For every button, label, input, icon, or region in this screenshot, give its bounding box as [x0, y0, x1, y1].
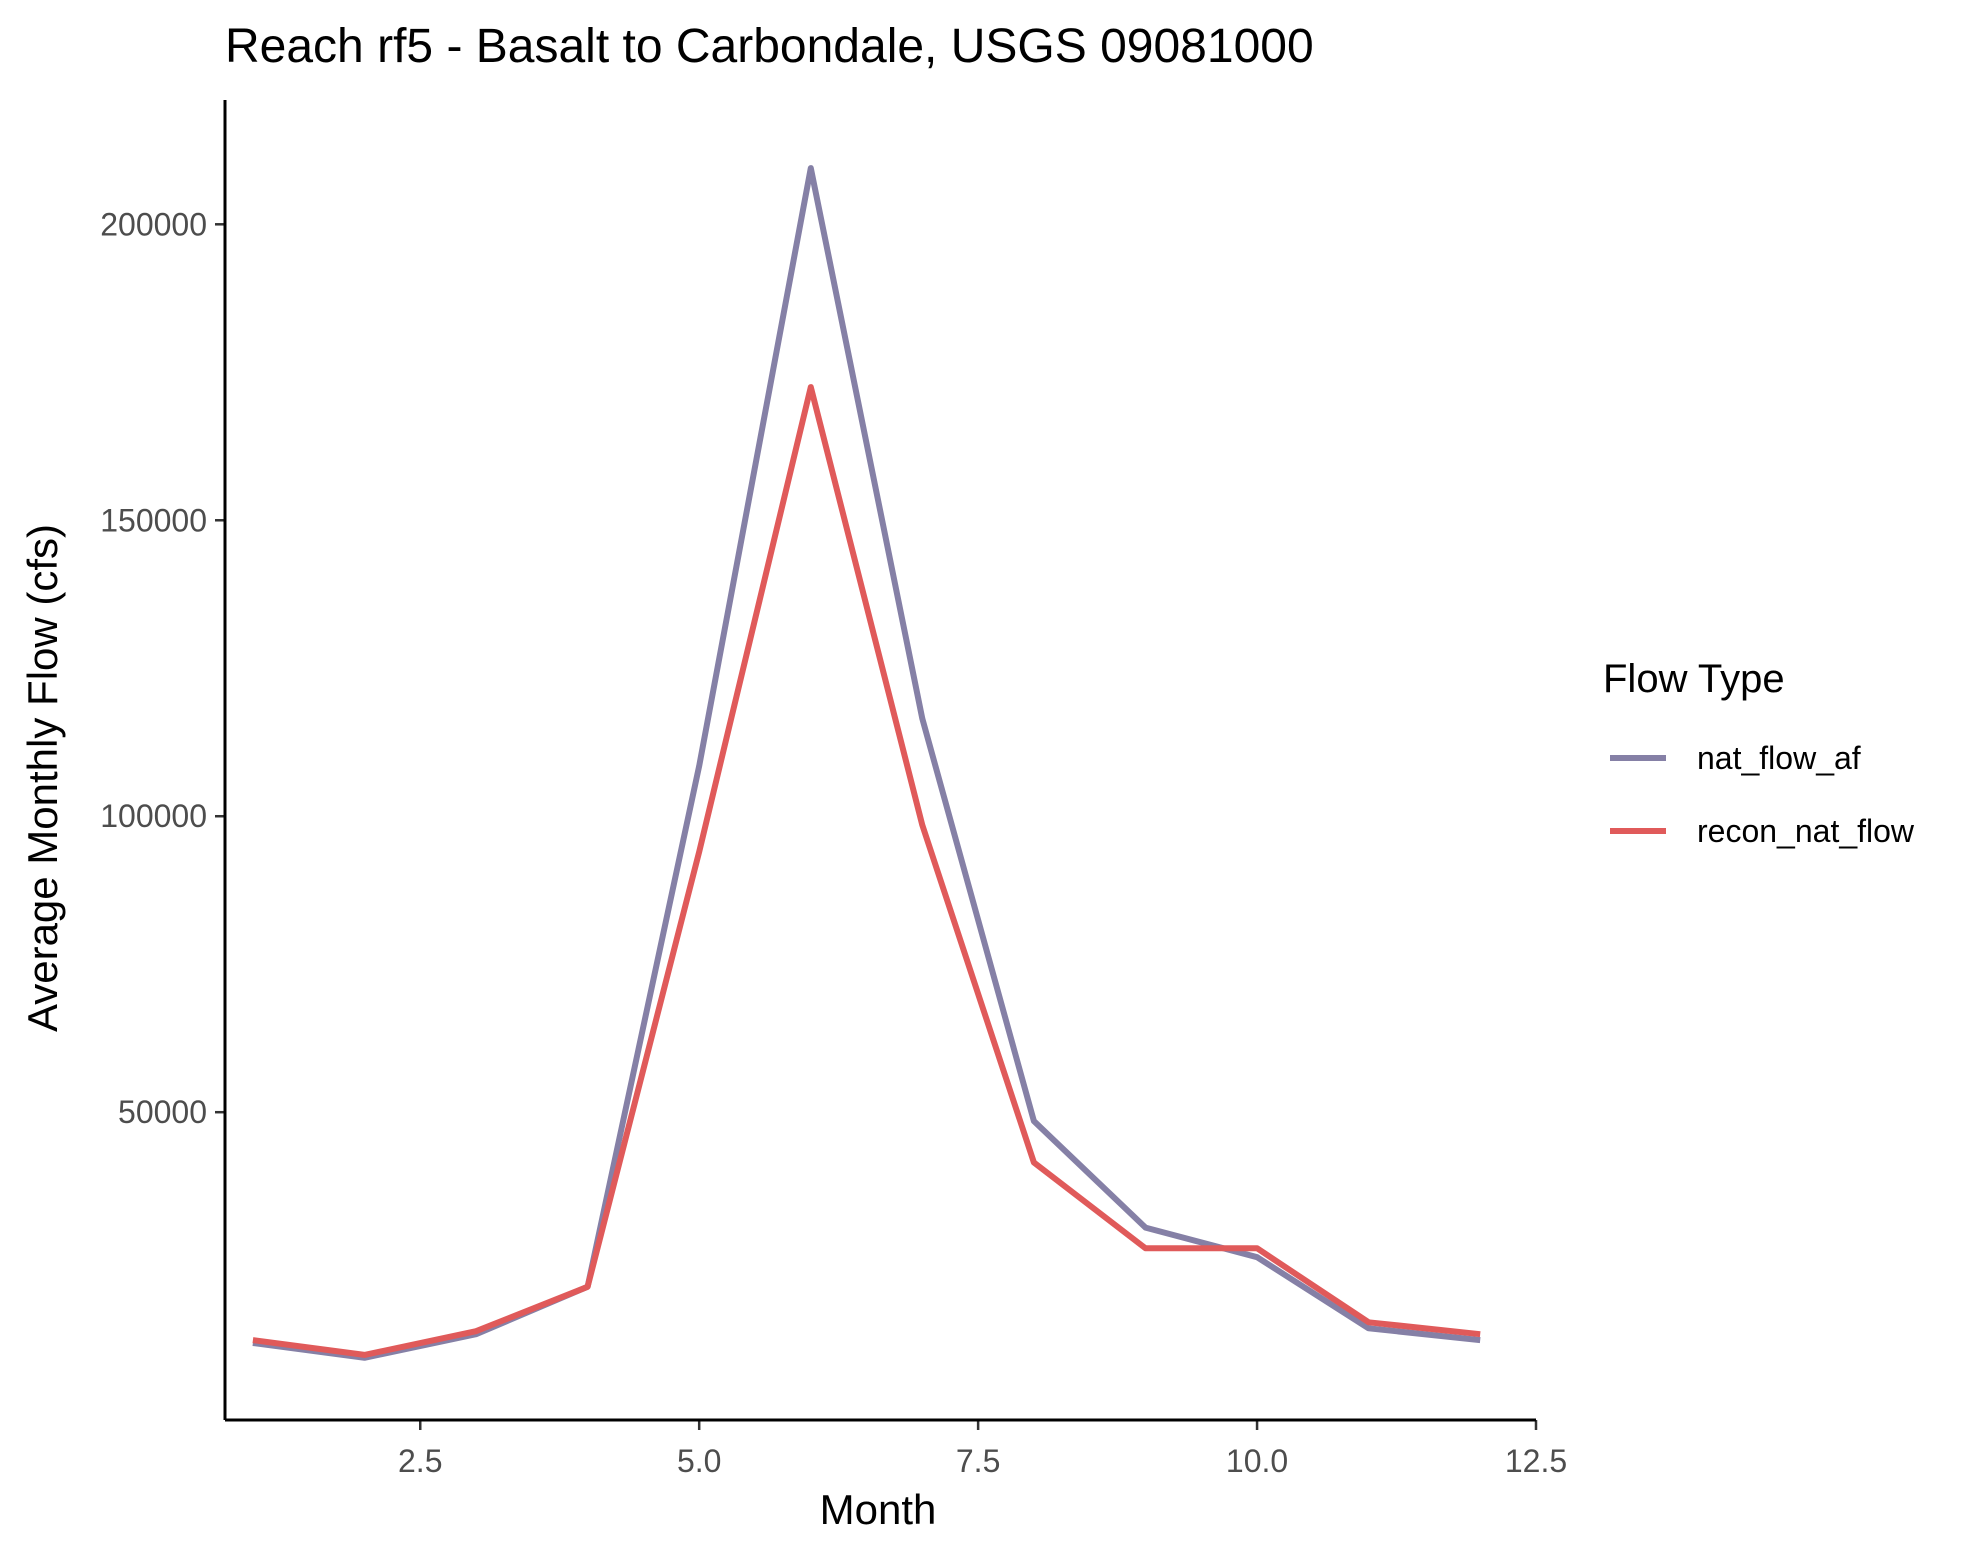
- x-tick-label: 10.0: [1226, 1443, 1288, 1479]
- y-axis-ticks: 50000 100000 150000 200000: [100, 206, 225, 1130]
- x-tick-label: 7.5: [956, 1443, 1000, 1479]
- legend-items: nat_flow_af recon_nat_flow: [1610, 740, 1915, 849]
- x-axis-title: Month: [820, 1486, 937, 1533]
- x-tick-label: 12.5: [1505, 1443, 1567, 1479]
- series-lines: [252, 165, 1481, 1361]
- y-tick-label: 100000: [100, 798, 207, 834]
- x-axis-ticks: 2.5 5.0 7.5 10.0 12.5: [398, 1420, 1567, 1479]
- x-tick-label: 5.0: [677, 1443, 721, 1479]
- legend-label-nat-flow-af: nat_flow_af: [1697, 740, 1861, 776]
- series-line-recon-nat-flow: [252, 384, 1481, 1358]
- legend-label-recon-nat-flow: recon_nat_flow: [1697, 813, 1915, 849]
- legend-title: Flow Type: [1603, 657, 1785, 701]
- y-tick-label: 150000: [100, 502, 207, 538]
- legend: Flow Type nat_flow_af recon_nat_flow: [1603, 657, 1915, 849]
- y-tick-label: 200000: [100, 206, 207, 242]
- chart-title: Reach rf5 - Basalt to Carbondale, USGS 0…: [225, 20, 1314, 73]
- x-tick-label: 2.5: [398, 1443, 442, 1479]
- y-axis-title: Average Monthly Flow (cfs): [19, 524, 66, 1032]
- y-tick-label: 50000: [118, 1094, 207, 1130]
